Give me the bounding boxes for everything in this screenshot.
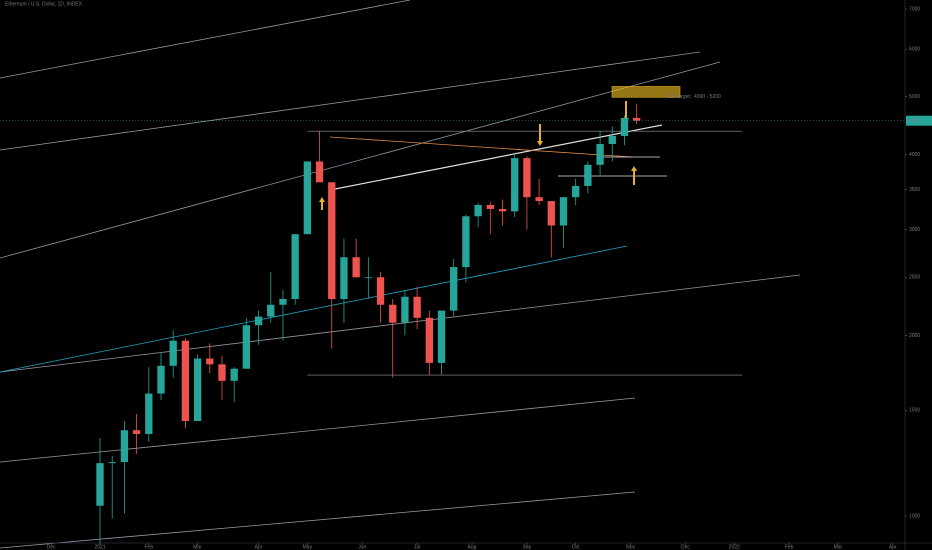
trendlines bbox=[0, 0, 801, 549]
candle-body bbox=[364, 277, 373, 279]
x-tick-label: Mar bbox=[193, 544, 202, 550]
arrows bbox=[319, 101, 637, 210]
orange-line bbox=[329, 136, 633, 158]
candle-body bbox=[218, 364, 226, 381]
y-tick-label: 3500 bbox=[909, 187, 920, 193]
x-tick-label: 2022 bbox=[729, 544, 740, 550]
last-price-box bbox=[906, 115, 932, 126]
candle-body bbox=[120, 430, 129, 463]
candle-body bbox=[328, 182, 336, 300]
teal-line bbox=[0, 245, 628, 373]
candle-body bbox=[389, 304, 397, 323]
candle-body bbox=[254, 316, 263, 326]
candle-body bbox=[596, 144, 604, 165]
candle-body bbox=[633, 117, 641, 121]
candle-body bbox=[437, 310, 446, 363]
resistance-line bbox=[329, 124, 663, 191]
candle-body bbox=[376, 277, 385, 305]
candle-body bbox=[230, 368, 238, 381]
arrow-down bbox=[623, 101, 629, 123]
y-tick-label: 2500 bbox=[909, 275, 920, 281]
candle-body bbox=[401, 296, 409, 323]
x-tick-label: Dec bbox=[681, 544, 690, 550]
candle-body bbox=[498, 208, 507, 212]
candle-body bbox=[572, 185, 580, 198]
arrow-down bbox=[537, 124, 543, 146]
candle-body bbox=[474, 204, 482, 217]
candle-body bbox=[193, 358, 202, 422]
chart-title: Ethereum / U.S. Dollar, 1D, INDEX bbox=[5, 1, 83, 7]
x-tick-label: May bbox=[303, 544, 313, 550]
candle-body bbox=[486, 204, 494, 209]
x-tick-label: Jun bbox=[358, 544, 366, 550]
y-tick-label: 1000 bbox=[909, 513, 920, 519]
y-tick-label: 6000 bbox=[909, 47, 920, 53]
x-tick-label: 2021 bbox=[94, 544, 105, 550]
candle-body bbox=[206, 358, 214, 365]
y-tick-label: 1500 bbox=[909, 408, 920, 414]
candle-body bbox=[181, 340, 190, 422]
channel-line bbox=[0, 51, 701, 151]
candle-body bbox=[535, 197, 543, 202]
candle-body bbox=[559, 197, 568, 226]
arrow-up bbox=[319, 197, 325, 210]
target-zone bbox=[611, 86, 681, 98]
last-price-label: 4560 bbox=[909, 118, 920, 124]
candle-body bbox=[157, 365, 165, 394]
candle-body bbox=[303, 161, 312, 235]
x-tick-label: Apr bbox=[889, 544, 897, 550]
x-tick-label: Feb bbox=[144, 544, 153, 550]
x-tick-label: Feb bbox=[785, 544, 794, 550]
candle-body bbox=[511, 158, 519, 212]
y-tick-label: 3000 bbox=[909, 227, 920, 233]
candle-body bbox=[547, 201, 555, 226]
x-tick-label: Dec bbox=[47, 544, 56, 550]
candle-body bbox=[267, 304, 275, 317]
channel-line bbox=[0, 491, 636, 549]
candle-body bbox=[523, 158, 531, 198]
target-label: 1st Target : 4990 - 5200 bbox=[668, 94, 721, 100]
candle-body bbox=[279, 299, 287, 305]
x-tick-label: Nov bbox=[626, 544, 635, 550]
candle-body bbox=[340, 257, 348, 300]
y-tick-label: 2000 bbox=[909, 333, 920, 339]
candle-body bbox=[620, 117, 629, 137]
candle-body bbox=[108, 462, 116, 464]
candle-body bbox=[242, 325, 251, 369]
candle-body bbox=[462, 216, 470, 268]
channel-line bbox=[0, 61, 721, 259]
candle-body bbox=[132, 430, 141, 434]
candle-body bbox=[145, 393, 153, 434]
x-tick-label: Jul bbox=[414, 544, 420, 550]
candle-body bbox=[413, 296, 421, 318]
y-tick-label: 7000 bbox=[909, 6, 920, 12]
x-tick-label: Sep bbox=[522, 544, 531, 550]
candle-body bbox=[584, 164, 592, 186]
x-tick-label: Oct bbox=[572, 544, 580, 550]
x-tick-label: Aug bbox=[468, 544, 477, 550]
x-tick-label: Mar bbox=[834, 544, 843, 550]
candle-body bbox=[315, 161, 324, 183]
x-tick-label: Apr bbox=[255, 544, 263, 550]
arrow-up bbox=[631, 166, 637, 185]
candle-body bbox=[425, 317, 433, 363]
candle-body bbox=[169, 340, 177, 366]
channel-line bbox=[0, 274, 801, 373]
channel-line bbox=[0, 397, 636, 463]
y-tick-label: 4000 bbox=[909, 152, 920, 158]
y-tick-label: 5000 bbox=[909, 94, 920, 100]
candle-body bbox=[96, 463, 104, 506]
candle-body bbox=[450, 267, 458, 311]
candle-body bbox=[291, 234, 299, 300]
candle-body bbox=[608, 136, 616, 145]
channel-line bbox=[0, 0, 411, 79]
candle-body bbox=[352, 257, 360, 278]
